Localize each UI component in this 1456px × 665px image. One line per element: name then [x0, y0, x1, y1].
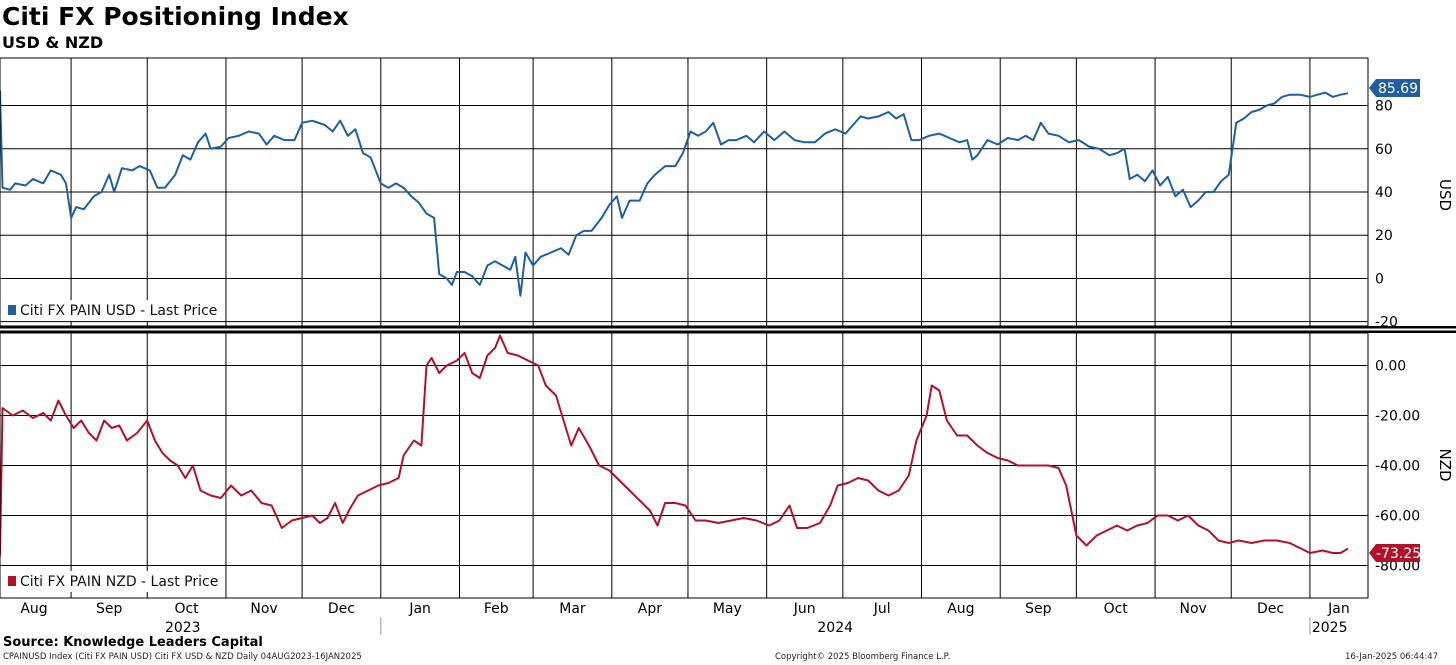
- x-tick-label: Aug: [20, 601, 47, 617]
- x-tick-label: Sep: [1025, 601, 1052, 617]
- axes: Aug Sep Oct Nov Dec Jan Feb Mar Apr May Jun Jul Aug S…: [0, 57, 1456, 636]
- x-tick-label: Feb: [484, 601, 509, 617]
- gridlines: [0, 58, 1368, 598]
- y-tick-label: -20.00: [1375, 409, 1420, 425]
- x-year-label: 2024: [817, 620, 853, 636]
- last-value-badge-nzd: -73.25: [1369, 544, 1421, 562]
- x-tick-label: Jan: [408, 601, 431, 617]
- x-tick-label: Nov: [250, 601, 277, 617]
- source-note: Source: Knowledge Leaders Capital: [3, 635, 263, 650]
- last-value-usd: 85.69: [1378, 81, 1418, 97]
- y-tick-label: 40: [1375, 185, 1393, 201]
- y-tick-label: 0.00: [1375, 359, 1406, 375]
- last-value-badge-usd: 85.69: [1369, 79, 1420, 97]
- y-axis-label-usd: USD: [1436, 179, 1454, 211]
- series-line-nzd: [0, 334, 1349, 556]
- y-tick-label: 80: [1375, 99, 1393, 115]
- chart-subtitle: USD & NZD: [2, 33, 104, 52]
- y-axis-label-nzd: NZD: [1436, 448, 1454, 481]
- x-tick-label: Oct: [174, 601, 199, 617]
- x-tick-label: Apr: [638, 601, 662, 617]
- chart-title: Citi FX Positioning Index: [2, 2, 349, 31]
- x-tick-label: Jul: [873, 601, 891, 617]
- footer-left: CPAINUSD Index (Citi FX PAIN USD) Citi F…: [3, 652, 362, 662]
- legend-nzd: Citi FX PAIN NZD - Last Price: [3, 571, 218, 592]
- y-tick-label: -80.00: [1375, 559, 1420, 575]
- x-tick-label: Jan: [1327, 601, 1350, 617]
- footer-right: 16-Jan-2025 06:44:47: [1345, 652, 1439, 662]
- y-tick-label: -60.00: [1375, 509, 1420, 525]
- legend-usd-swatch: [8, 305, 16, 315]
- y-tick-label: -40.00: [1375, 459, 1420, 475]
- legend-usd-label: Citi FX PAIN USD - Last Price: [20, 303, 217, 319]
- legend-nzd-swatch: [8, 576, 16, 586]
- legend-usd: Citi FX PAIN USD - Last Price: [3, 300, 217, 321]
- x-tick-label: Mar: [559, 601, 586, 617]
- y-tick-label: -20: [1375, 315, 1398, 331]
- series-lines: [0, 90, 1349, 556]
- x-tick-label: Aug: [947, 601, 974, 617]
- y-tick-label: 60: [1375, 142, 1393, 158]
- footer-center: Copyright© 2025 Bloomberg Finance L.P.: [775, 652, 951, 662]
- last-value-nzd: -73.25: [1376, 546, 1421, 562]
- x-tick-label: Nov: [1179, 601, 1206, 617]
- series-line-usd: [0, 90, 1349, 297]
- x-tick-label: Dec: [1257, 601, 1284, 617]
- y-tick-label: 0: [1375, 271, 1384, 287]
- x-tick-label: Dec: [328, 601, 355, 617]
- x-tick-label: May: [713, 601, 742, 617]
- y-tick-label: 20: [1375, 228, 1393, 244]
- x-year-label: 2023: [165, 620, 201, 636]
- x-tick-label: Sep: [96, 601, 123, 617]
- x-tick-label: Oct: [1104, 601, 1129, 617]
- x-year-label: 2025: [1312, 620, 1348, 636]
- legend-nzd-label: Citi FX PAIN NZD - Last Price: [20, 574, 218, 590]
- x-tick-label: Jun: [793, 601, 816, 617]
